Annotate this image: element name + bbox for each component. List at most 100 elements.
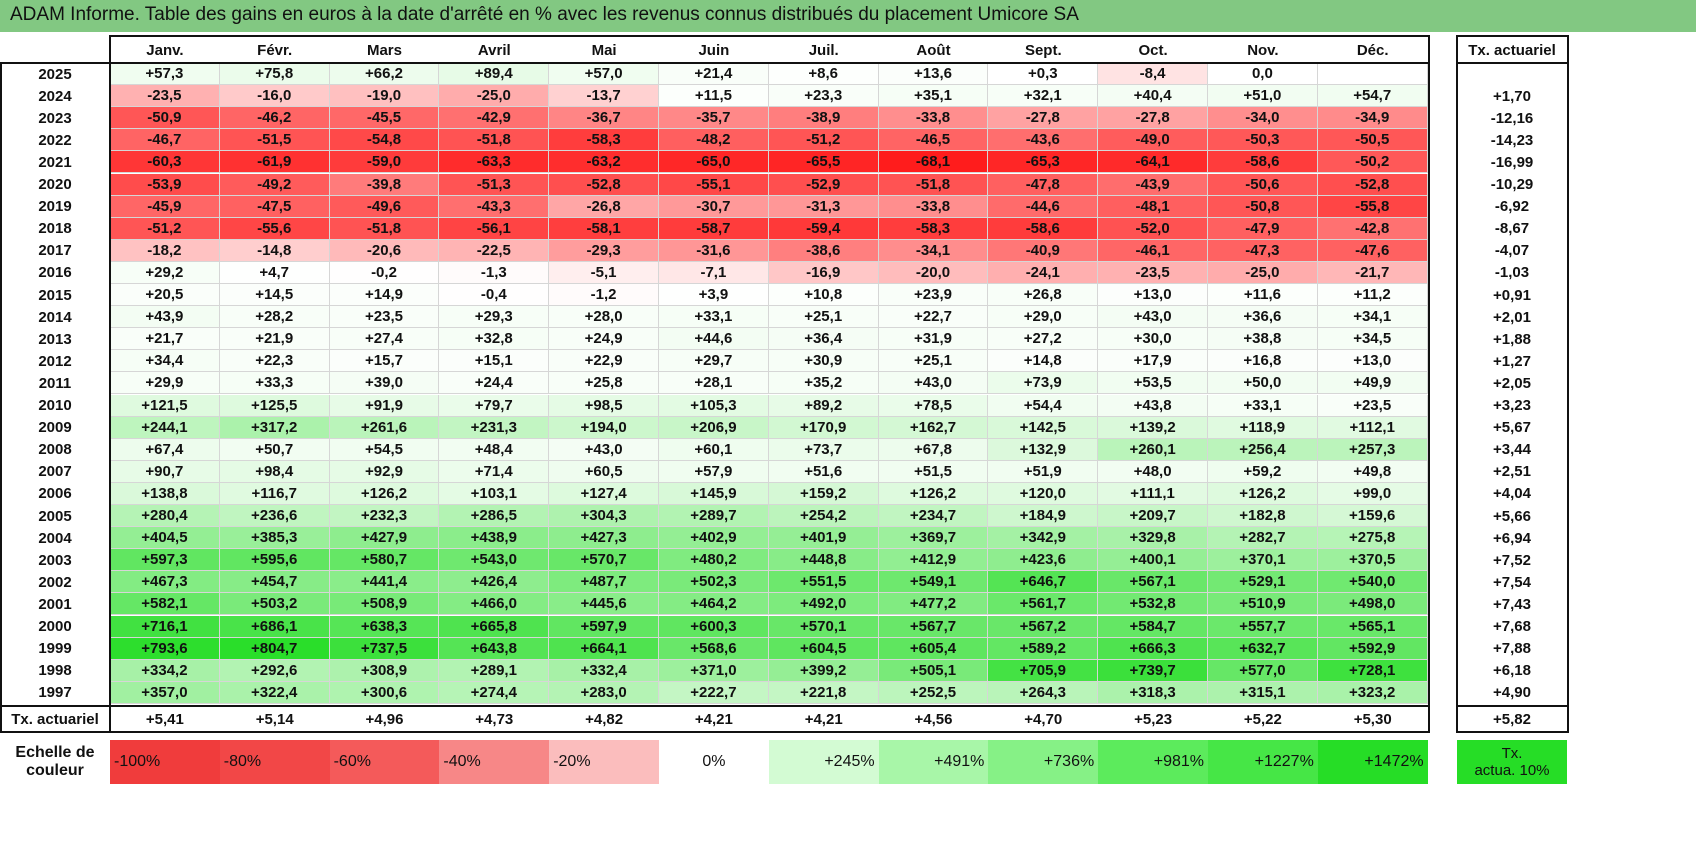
gain-cell: +508,9 (329, 593, 440, 616)
gain-cell: +597,3 (110, 549, 220, 572)
gain-cell: +448,8 (768, 549, 879, 572)
gain-cell: -50,8 (1208, 195, 1318, 218)
gain-cell: -65,5 (768, 151, 879, 174)
gain-cell: +804,7 (219, 637, 330, 660)
gain-cell: +222,7 (659, 681, 769, 704)
gain-cell: +126,2 (1208, 482, 1318, 505)
gain-cell: -58,6 (988, 217, 1099, 240)
year-label: 2016 (38, 264, 72, 282)
year-label: 2024 (38, 87, 72, 105)
gain-cell: -43,9 (1098, 173, 1208, 196)
scale-label: Echelle de couleur (0, 740, 110, 784)
gain-cell: +132,9 (988, 438, 1099, 461)
row-rate-cell: +3,44 (1493, 441, 1531, 459)
gain-cell: +29,9 (110, 372, 220, 395)
gain-cell: +121,5 (110, 394, 220, 417)
gain-cell: +142,5 (988, 416, 1099, 439)
gain-cell: +194,0 (549, 416, 659, 439)
year-label: 2017 (38, 242, 72, 260)
gain-cell: -47,5 (219, 195, 330, 218)
gain-cell: -38,9 (768, 107, 879, 130)
gain-cell: +318,3 (1098, 681, 1208, 704)
gain-cell: +370,1 (1208, 549, 1318, 572)
gain-cell: -56,1 (439, 217, 550, 240)
gain-cell: +28,0 (549, 306, 659, 329)
row-rate-cell: +1,27 (1493, 352, 1531, 370)
gain-cell: +16,8 (1208, 350, 1318, 373)
gain-cell: +595,6 (219, 549, 330, 572)
header-underline (0, 62, 1430, 64)
gain-cell: +257,3 (1317, 438, 1428, 461)
gain-cell: +532,8 (1098, 593, 1208, 616)
gain-cell: +57,0 (549, 63, 659, 86)
year-label: 2018 (38, 220, 72, 238)
gain-cell: +30,0 (1098, 328, 1208, 351)
gain-cell: -44,6 (988, 195, 1099, 218)
gain-cell: +423,6 (988, 549, 1099, 572)
gain-cell: -64,1 (1098, 151, 1208, 174)
gain-cell: +182,8 (1208, 505, 1318, 528)
gain-cell: -1,2 (549, 284, 659, 307)
year-label: 1999 (38, 640, 72, 658)
footer-rate-cell: +5,41 (145, 710, 184, 728)
gain-cell: +592,9 (1317, 637, 1428, 660)
gain-cell: +127,4 (549, 482, 659, 505)
footer-label: Tx. actuariel (11, 710, 99, 728)
gain-cell: +584,7 (1098, 615, 1208, 638)
gain-cell: +256,4 (1208, 438, 1318, 461)
year-label: 2000 (38, 618, 72, 636)
gain-cell: -46,1 (1098, 239, 1208, 262)
gain-cell: +369,7 (878, 527, 989, 550)
gain-cell: +125,5 (219, 394, 330, 417)
gain-cell: +529,1 (1208, 571, 1318, 594)
gain-cell: +793,6 (110, 637, 220, 660)
footer-rate-cell: +4,82 (585, 710, 624, 728)
gain-cell: +170,9 (768, 416, 879, 439)
gain-cell: +315,1 (1208, 681, 1318, 704)
gain-cell: +605,4 (878, 637, 989, 660)
gain-cell: +232,3 (329, 505, 440, 528)
gain-cell: +21,7 (110, 328, 220, 351)
row-rate-cell: -6,92 (1494, 198, 1530, 216)
gain-cell: +254,2 (768, 505, 879, 528)
scale-swatch: -100% (110, 740, 220, 784)
gain-cell: +604,5 (768, 637, 879, 660)
gain-cell: +570,7 (549, 549, 659, 572)
gain-cell: -46,7 (110, 129, 220, 152)
gain-cell: +54,4 (988, 394, 1099, 417)
gain-cell: +27,4 (329, 328, 440, 351)
gain-cell: +99,0 (1317, 482, 1428, 505)
gain-cell: +260,1 (1098, 438, 1208, 461)
year-label: 2007 (38, 463, 72, 481)
gain-cell: +51,9 (988, 460, 1099, 483)
gain-cell: +441,4 (329, 571, 440, 594)
gain-cell: +91,9 (329, 394, 440, 417)
gain-cell: -42,8 (1317, 217, 1428, 240)
rate-badge-line: Tx. (1501, 745, 1523, 762)
gain-cell: +454,7 (219, 571, 330, 594)
gain-cell: +3,9 (659, 284, 769, 307)
row-rate-cell: +1,88 (1493, 330, 1531, 348)
gain-cell: +510,9 (1208, 593, 1318, 616)
gain-cell: -20,6 (329, 239, 440, 262)
footer-rate-cell: +5,22 (1243, 710, 1282, 728)
gain-cell: +385,3 (219, 527, 330, 550)
gain-cell: +75,8 (219, 63, 330, 86)
gain-cell: +467,3 (110, 571, 220, 594)
gain-cell: +329,8 (1098, 527, 1208, 550)
gain-cell: +502,3 (659, 571, 769, 594)
gain-cell: +32,1 (988, 85, 1099, 108)
row-rate-cell: +2,05 (1493, 374, 1531, 392)
gain-cell: +370,5 (1317, 549, 1428, 572)
month-header: Juil. (808, 41, 839, 59)
gain-cell: -42,9 (439, 107, 550, 130)
gain-cell: -21,7 (1317, 261, 1428, 284)
gain-cell: -16,9 (768, 261, 879, 284)
gain-cell: +49,8 (1317, 460, 1428, 483)
gain-cell: +334,2 (110, 659, 220, 682)
gain-cell: +332,4 (549, 659, 659, 682)
gain-cell: +716,1 (110, 615, 220, 638)
gain-cell: -26,8 (549, 195, 659, 218)
gain-cell: +466,0 (439, 593, 550, 616)
gain-cell: +0,3 (988, 63, 1099, 86)
